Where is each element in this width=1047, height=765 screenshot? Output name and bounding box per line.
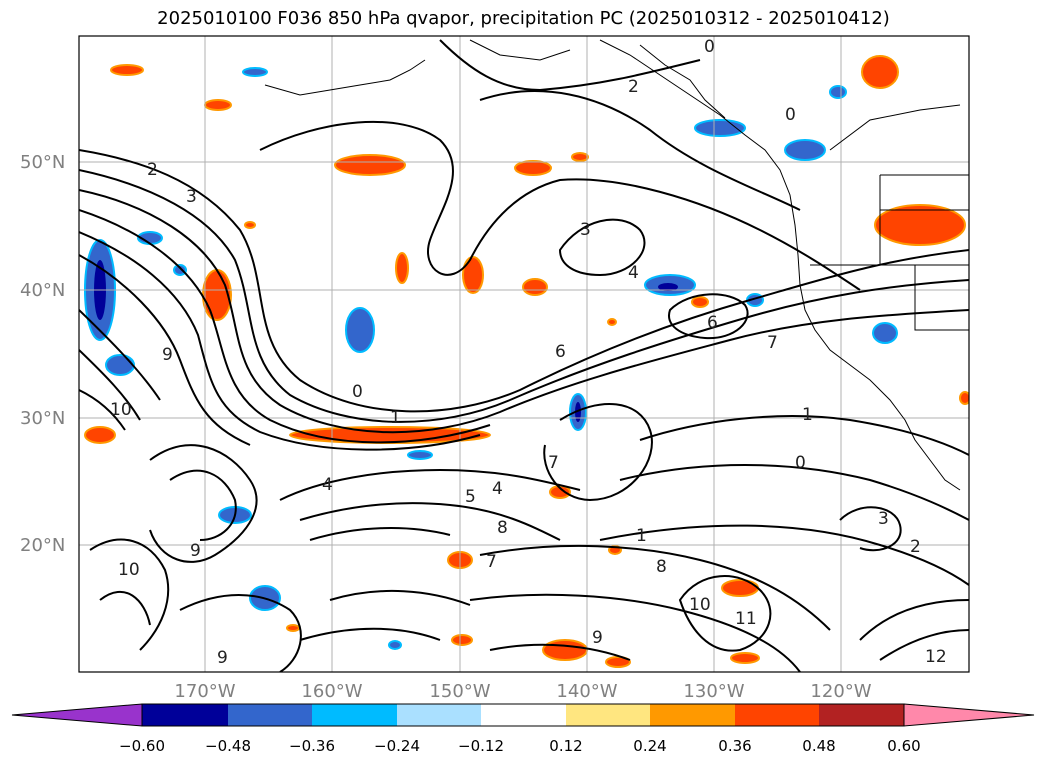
- lat-label: 30°N: [20, 408, 65, 429]
- lat-label: 20°N: [20, 535, 65, 556]
- contour-label: 9: [592, 628, 603, 648]
- colorbar-tick: 0.36: [718, 737, 751, 755]
- qvapor-contours: [79, 39, 969, 672]
- colorbar-tick: 0.48: [802, 737, 835, 755]
- colorbar-bin: [397, 704, 481, 726]
- contour-label: 11: [735, 609, 757, 629]
- contour-label: 0: [704, 37, 715, 57]
- colorbar-bin: [819, 704, 904, 726]
- lon-label: 120°W: [810, 681, 871, 702]
- contour-label: 8: [656, 557, 667, 577]
- contour-label: 7: [548, 453, 559, 473]
- colorbar-outline: [141, 703, 905, 727]
- latitude-labels: 50°N 40°N 30°N 20°N: [20, 152, 65, 556]
- lon-label: 170°W: [174, 681, 235, 702]
- colorbar-tick: −0.12: [458, 737, 504, 755]
- colorbar-bin: [142, 704, 228, 726]
- contour-label: 6: [555, 342, 566, 362]
- colorbar-bin: [650, 704, 735, 726]
- contour-label: 3: [186, 187, 197, 207]
- colorbar-tick: −0.48: [205, 737, 251, 755]
- contour-label: 2: [147, 160, 158, 180]
- map-title: 2025010100 F036 850 hPa qvapor, precipit…: [157, 8, 890, 29]
- lon-label: 140°W: [556, 681, 617, 702]
- contour-label: 7: [486, 552, 497, 572]
- colorbar-tick: −0.36: [289, 737, 335, 755]
- contour-label: 12: [925, 647, 947, 667]
- contour-label: 5: [465, 487, 476, 507]
- contour-label: 10: [118, 560, 140, 580]
- contour-label: 0: [352, 382, 363, 402]
- graticule: [79, 36, 969, 672]
- colorbar-min-extend: [11, 703, 143, 727]
- map-panel: [79, 36, 969, 672]
- colorbar-tick: −0.60: [119, 737, 165, 755]
- colorbar-tick: −0.24: [374, 737, 420, 755]
- lat-label: 40°N: [20, 280, 65, 301]
- contour-label: 1: [636, 526, 647, 546]
- lon-label: 150°W: [429, 681, 490, 702]
- colorbar-tick: 0.12: [549, 737, 582, 755]
- colorbar-bin: [228, 704, 312, 726]
- contour-label: 4: [322, 475, 333, 495]
- contour-label: 4: [628, 263, 639, 283]
- contour-label: 1: [802, 405, 813, 425]
- contour-label: 4: [492, 479, 503, 499]
- colorbar-bin: [312, 704, 397, 726]
- contour-label: 9: [217, 648, 228, 668]
- colorbar-max-extend: [903, 703, 1035, 727]
- contour-label: 7: [767, 333, 778, 353]
- contour-label: 3: [878, 509, 889, 529]
- colorbar-bin: [566, 704, 650, 726]
- contour-label: 0: [795, 453, 806, 473]
- contour-label: 9: [190, 541, 201, 561]
- contour-label: 3: [580, 220, 591, 240]
- contour-label: 10: [110, 400, 132, 420]
- contour-labels: 2 3 0 2 0 1 3 4 6 7 1 0 3 2 6 4 7 8 9 10…: [110, 37, 947, 668]
- colorbar: −0.60 −0.48 −0.36 −0.24 −0.12 0.12 0.24 …: [11, 703, 1035, 755]
- contour-label: 2: [628, 77, 639, 97]
- precip-shading: [84, 55, 969, 668]
- contour-label: 9: [162, 345, 173, 365]
- colorbar-bin: [735, 704, 819, 726]
- contour-label: 0: [785, 105, 796, 125]
- contour-label: 1: [390, 408, 401, 428]
- contour-label: 10: [689, 595, 711, 615]
- colorbar-bin: [481, 704, 566, 726]
- colorbar-tick: 0.24: [633, 737, 666, 755]
- contour-label: 2: [910, 537, 921, 557]
- lat-label: 50°N: [20, 152, 65, 173]
- colorbar-tick-labels: −0.60 −0.48 −0.36 −0.24 −0.12 0.12 0.24 …: [119, 737, 921, 755]
- map-frame: [78, 35, 970, 673]
- lon-label: 160°W: [301, 681, 362, 702]
- contour-label: 8: [497, 518, 508, 538]
- lon-label: 130°W: [683, 681, 744, 702]
- colorbar-tick: 0.60: [887, 737, 920, 755]
- longitude-labels: 170°W 160°W 150°W 140°W 130°W 120°W: [174, 681, 871, 702]
- contour-label: 6: [707, 313, 718, 333]
